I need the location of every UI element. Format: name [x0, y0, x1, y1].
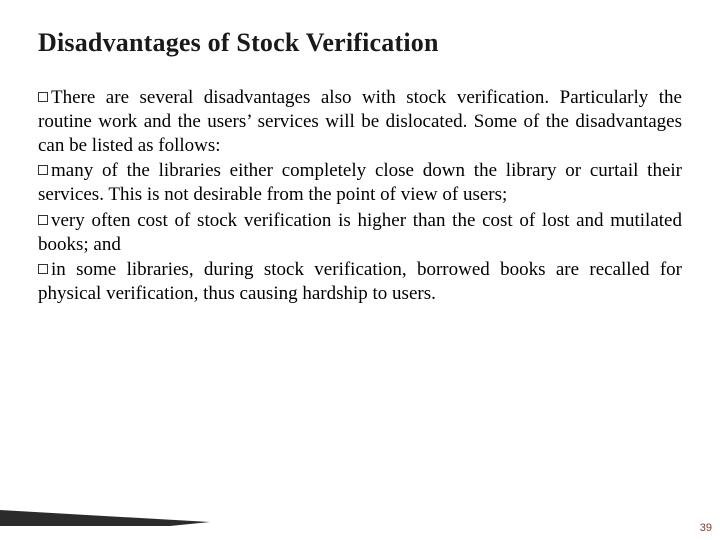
bullet-item: many of the libraries either completely … — [38, 159, 682, 207]
bullet-lead: There — [51, 87, 95, 108]
page-number: 39 — [700, 522, 712, 534]
bullet-rest: of the libraries either completely close… — [38, 160, 682, 205]
corner-decoration-icon — [0, 488, 210, 526]
bullet-rest: are several disadvantages also with stoc… — [38, 87, 682, 156]
bullet-item: very often cost of stock verification is… — [38, 209, 682, 257]
bullet-lead: in — [51, 259, 66, 280]
square-bullet-icon — [38, 215, 48, 225]
body-text: There are several disadvantages also wit… — [38, 86, 682, 306]
bullet-lead: very — [51, 210, 85, 231]
square-bullet-icon — [38, 92, 48, 102]
slide-title: Disadvantages of Stock Verification — [38, 28, 682, 58]
bullet-item: in some libraries, during stock verifica… — [38, 258, 682, 306]
square-bullet-icon — [38, 264, 48, 274]
bullet-rest: often cost of stock verification is high… — [38, 210, 682, 255]
slide: { "title": "Disadvantages of Stock Verif… — [0, 0, 720, 540]
bullet-lead: many — [51, 160, 93, 181]
square-bullet-icon — [38, 165, 48, 175]
bullet-item: There are several disadvantages also wit… — [38, 86, 682, 157]
bullet-rest: some libraries, during stock verificatio… — [38, 259, 682, 304]
